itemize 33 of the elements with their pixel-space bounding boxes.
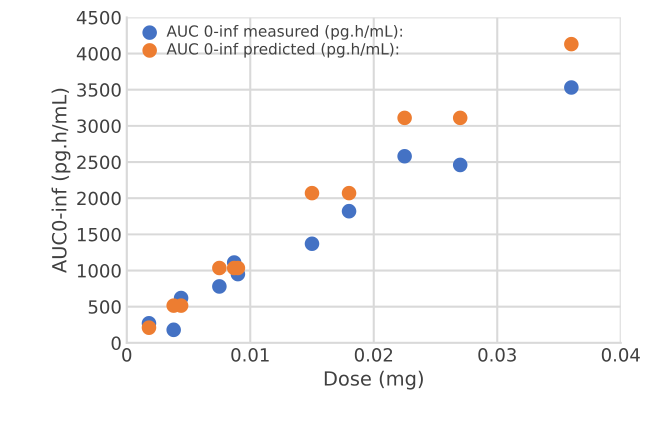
- y-tick-label: 3500: [77, 83, 121, 97]
- point: [304, 236, 320, 252]
- legend-label: AUC 0-inf measured (pg.h/mL):: [166, 25, 402, 40]
- point: [342, 204, 356, 218]
- point: [564, 80, 579, 95]
- y-tick-label: 1500: [78, 228, 121, 242]
- legend-label: AUC 0-inf predicted (pg.h/mL):: [166, 42, 398, 58]
- y-tick-label: 500: [88, 300, 121, 314]
- y-axis-title: AUC0-inf (pg.h/mL): [52, 88, 70, 273]
- y-tick-label: 0: [112, 336, 121, 350]
- y-tick-label: 3000: [77, 119, 121, 133]
- point: [166, 322, 181, 338]
- y-tick-label: 1000: [78, 264, 121, 278]
- point: [304, 186, 320, 200]
- x-tick-label: 0.02: [354, 348, 392, 362]
- y-tick-label: 2000: [77, 192, 121, 206]
- point: [452, 110, 468, 126]
- x-tick-label: 0.04: [602, 348, 640, 362]
- point: [564, 36, 579, 52]
- point: [397, 148, 412, 164]
- point: [342, 186, 356, 200]
- x-axis-title: Dose (mg): [324, 370, 423, 390]
- y-tick-label: 4500: [76, 10, 121, 24]
- point: [397, 110, 412, 126]
- x-tick-label: 0.03: [478, 348, 516, 362]
- point: [142, 320, 156, 335]
- point: [452, 158, 468, 172]
- point: [212, 279, 227, 294]
- y-tick-label: 4000: [76, 46, 121, 61]
- x-tick-label: 0.01: [231, 348, 269, 362]
- point: [212, 260, 227, 276]
- y-tick-label: 2500: [77, 155, 121, 170]
- x-tick-label: 0: [122, 348, 132, 362]
